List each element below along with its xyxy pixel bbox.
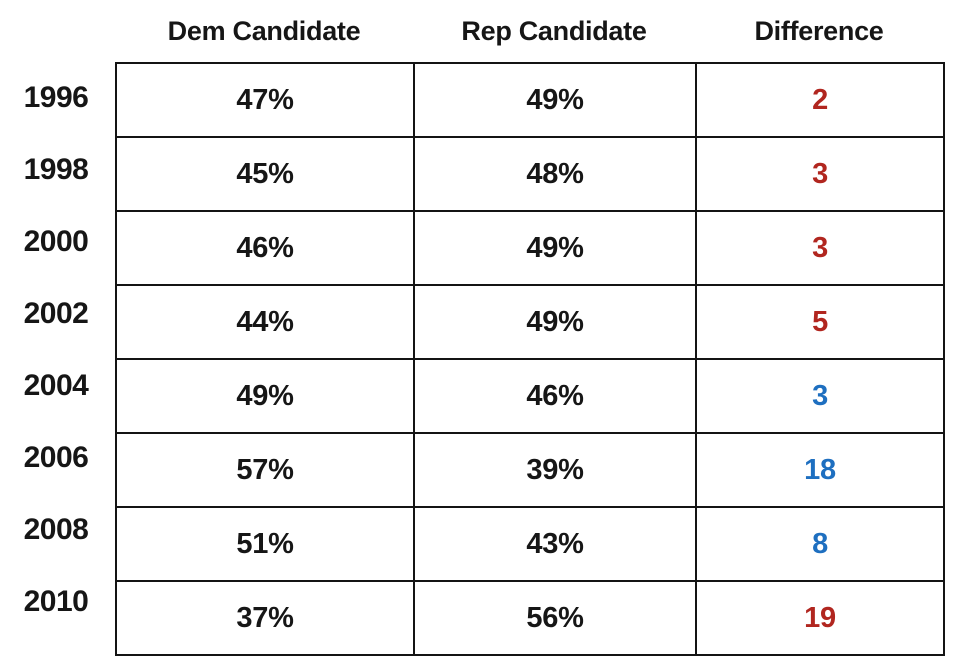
dem-cell: 57% [115,432,415,508]
year-labels-column: 1996 1998 2000 2002 2004 2006 2008 2010 [0,62,112,638]
table-row: 37% 56% 19 [115,580,945,656]
dem-cell: 46% [115,210,415,286]
dem-cell: 44% [115,284,415,360]
difference-cell: 3 [695,210,945,286]
difference-cell: 8 [695,506,945,582]
year-label: 2006 [23,441,89,474]
year-label: 1996 [23,81,89,114]
rep-cell: 49% [413,284,697,360]
column-header-rep: Rep Candidate [461,16,647,46]
rep-cell: 43% [413,506,697,582]
difference-cell: 5 [695,284,945,360]
results-table: 47% 49% 2 45% 48% 3 46% 49% 3 44% 49% [115,62,945,656]
column-header-dem: Dem Candidate [167,16,361,46]
dem-cell: 45% [115,136,415,212]
difference-cell: 3 [695,358,945,434]
year-label: 2002 [23,297,89,330]
rep-cell: 49% [413,62,697,138]
rep-cell: 39% [413,432,697,508]
year-label: 2000 [23,225,89,258]
column-headers: Dem Candidate Rep Candidate Difference [115,12,943,50]
rep-cell: 46% [413,358,697,434]
table-row: 47% 49% 2 [115,62,945,138]
difference-cell: 3 [695,136,945,212]
rep-cell: 49% [413,210,697,286]
year-label: 2010 [23,585,89,618]
difference-cell: 19 [695,580,945,656]
dem-cell: 47% [115,62,415,138]
table-row: 44% 49% 5 [115,284,945,360]
rep-cell: 56% [413,580,697,656]
year-label: 2004 [23,369,89,402]
table-row: 46% 49% 3 [115,210,945,286]
column-header-difference: Difference [754,16,884,46]
rep-cell: 48% [413,136,697,212]
dem-cell: 37% [115,580,415,656]
table-row: 51% 43% 8 [115,506,945,582]
year-label: 2008 [23,513,89,546]
table-row: 45% 48% 3 [115,136,945,212]
difference-cell: 2 [695,62,945,138]
difference-cell: 18 [695,432,945,508]
table-row: 49% 46% 3 [115,358,945,434]
dem-cell: 49% [115,358,415,434]
dem-cell: 51% [115,506,415,582]
year-label: 1998 [23,153,89,186]
table-row: 57% 39% 18 [115,432,945,508]
